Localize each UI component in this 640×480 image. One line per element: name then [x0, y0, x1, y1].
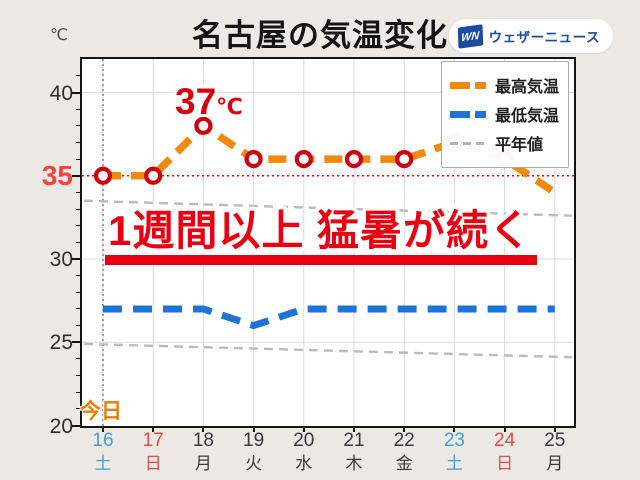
y-major-tick [72, 91, 80, 94]
peak-temperature-annotation: 37℃ [175, 83, 243, 120]
legend-label: 平年値 [494, 137, 543, 154]
y-minor-tick [76, 358, 80, 360]
y-minor-tick [76, 375, 80, 377]
logo-text: ウェザーニュース [488, 30, 600, 45]
x-tick [152, 426, 155, 432]
y-minor-tick [76, 158, 80, 160]
x-tick [252, 426, 255, 432]
y-axis: 20 25 30 35 40 [0, 59, 76, 437]
legend-label: 最高気温 [494, 79, 559, 96]
y-minor-tick [76, 391, 80, 393]
y-tick-label-30: 30 [49, 248, 73, 271]
y-major-tick [72, 174, 80, 177]
x-label-day-17: 17 日 [142, 430, 164, 473]
normal-value-line [83, 342, 573, 359]
today-label: 今日 [80, 400, 122, 423]
peak-value: 37 [175, 81, 217, 122]
legend-item-min: 最低気温 [449, 102, 559, 126]
legend-item-max: 最高気温 [449, 73, 559, 97]
y-tick-label-35: 35 [41, 159, 73, 191]
data-point-marker [244, 149, 263, 169]
peak-unit: ℃ [216, 94, 243, 119]
x-label-day-21: 21 木 [343, 430, 365, 473]
x-label-day-23: 23 土 [443, 430, 465, 473]
y-axis-unit-label: ℃ [50, 27, 68, 44]
max-temp-line-swatch [449, 81, 486, 89]
x-tick [202, 426, 205, 432]
y-minor-tick [76, 125, 80, 127]
data-point-marker [144, 166, 163, 185]
x-tick [102, 426, 104, 432]
heatwave-banner: 1週間以上 猛暑が続く [105, 207, 538, 266]
data-point-marker [344, 149, 364, 169]
y-minor-tick [76, 325, 80, 327]
x-tick [453, 426, 456, 432]
y-minor-tick [76, 75, 80, 77]
y-minor-tick [76, 108, 80, 110]
legend-item-normal: 平年値 [449, 131, 559, 155]
x-label-day-16: 16 土 [92, 430, 114, 473]
data-point-marker [294, 149, 313, 169]
data-point-marker [93, 166, 113, 185]
weathernews-logo: WN ウェザーニュース [448, 19, 613, 53]
x-label-day-20: 20 水 [293, 430, 315, 473]
x-tick [553, 426, 556, 432]
data-point-marker [194, 116, 213, 135]
y-minor-tick [76, 291, 80, 293]
y-minor-tick [76, 275, 80, 277]
x-label-day-25: 25 月 [544, 430, 566, 473]
plot-area: 最高気温 最低気温 平年値 37℃ 1週間以上 猛暑が続く 今日 [80, 57, 576, 428]
y-major-tick [72, 341, 80, 344]
page-title: 名古屋の気温変化 [192, 18, 448, 53]
y-major-tick [72, 424, 80, 427]
x-label-day-19: 19 火 [243, 430, 265, 473]
y-minor-tick [76, 208, 80, 210]
legend: 最高気温 最低気温 平年値 [440, 61, 569, 168]
wn-logo-icon: WN [457, 23, 483, 49]
x-label-day-18: 18 月 [192, 430, 214, 473]
normal-line-swatch [449, 141, 486, 145]
x-axis: 16 土 17 日 18 月 19 火 20 水 21 木 22 金 23 土 24 日 25 月 [82, 430, 574, 477]
x-label-day-24: 24 日 [494, 430, 516, 473]
y-minor-tick [76, 308, 80, 310]
wn-logo-letters: WN [460, 28, 480, 44]
y-minor-tick [76, 241, 80, 243]
legend-label: 最低気温 [494, 108, 559, 125]
y-minor-tick [76, 408, 80, 410]
y-minor-tick [76, 225, 80, 227]
x-tick [503, 426, 506, 432]
x-tick [353, 426, 355, 432]
data-point-marker [395, 149, 414, 169]
y-tick-label-25: 25 [49, 331, 73, 355]
x-tick [403, 426, 406, 432]
x-tick [302, 426, 305, 432]
min-temp-line-swatch [449, 110, 486, 118]
y-tick-label-20: 20 [49, 414, 73, 438]
y-major-tick [72, 258, 80, 260]
min-temp-line [103, 305, 555, 330]
y-minor-tick [76, 191, 80, 193]
y-tick-label-40: 40 [49, 81, 73, 105]
normal-value-line [83, 199, 573, 217]
y-minor-tick [76, 141, 80, 143]
x-label-day-22: 22 金 [393, 430, 415, 473]
max-temp-line [103, 120, 557, 196]
